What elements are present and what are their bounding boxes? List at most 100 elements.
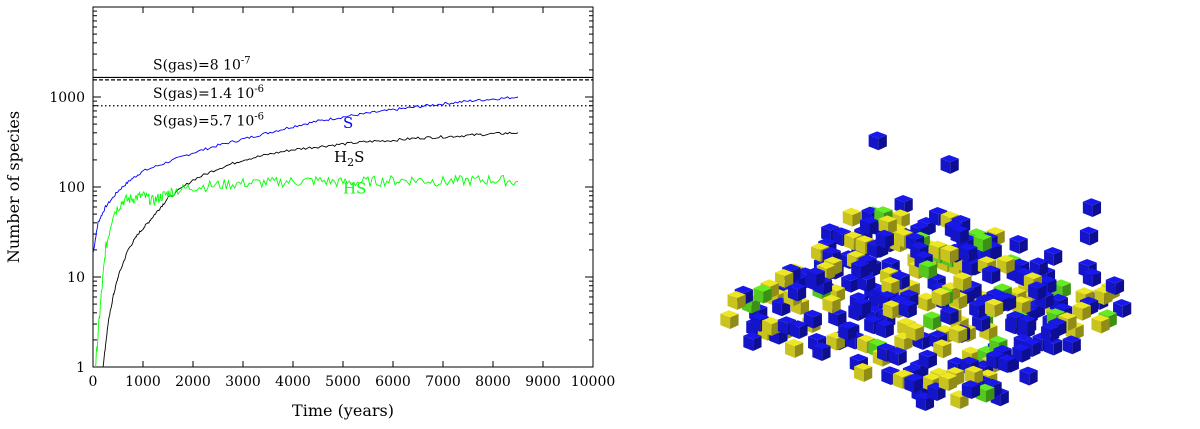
cube-left-face: [1079, 230, 1090, 246]
cube-right-face: [963, 275, 972, 292]
cube-right-face: [951, 285, 961, 302]
cube-top-face: [753, 284, 772, 292]
cube-right-face: [848, 325, 857, 341]
reference-line-label: S(gas)=5.7 10-6: [153, 112, 264, 130]
cube-right-face: [1092, 201, 1102, 218]
reference-line-label-exponent: -6: [254, 84, 264, 95]
surface-cube: [851, 259, 870, 279]
cube-top-face: [976, 294, 995, 302]
cube-top-face: [1048, 317, 1067, 325]
cube-right-face: [983, 236, 992, 252]
surface-cube: [894, 195, 913, 214]
cube-top-face: [1018, 315, 1037, 323]
cube-left-face: [892, 373, 903, 390]
cube-top-face: [1038, 275, 1057, 283]
cube-top-face: [923, 373, 942, 381]
cube-left-face: [811, 246, 821, 262]
cube-left-face: [948, 328, 959, 344]
cube-left-face: [1043, 340, 1054, 356]
cube-right-face: [1007, 357, 1017, 374]
cube-left-face: [897, 321, 907, 337]
cube-right-face: [863, 366, 873, 382]
cube-right-face: [1029, 370, 1038, 386]
cube-right-face: [751, 298, 761, 314]
cube-left-face: [720, 313, 731, 330]
surface-cube: [976, 383, 995, 403]
cube-left-face: [959, 246, 969, 263]
reference-line-label-exponent: -7: [241, 55, 251, 66]
y-axis-ticks: 1 10 100 1000: [49, 10, 593, 376]
cube-top-face: [979, 369, 998, 377]
cube-top-face: [854, 363, 873, 371]
series-line-hs: [95, 174, 519, 368]
cube-top-face: [803, 309, 822, 317]
cube-left-face: [881, 369, 892, 386]
cube-top-face: [993, 345, 1012, 353]
cube-left-face: [950, 228, 961, 244]
cube-right-face: [1068, 315, 1077, 332]
cube-right-face: [730, 313, 739, 330]
cube-left-face: [918, 353, 929, 369]
cube-top-face: [973, 233, 992, 241]
surface-cube: [938, 372, 958, 392]
cube-top-face: [1058, 312, 1077, 320]
surface-cube: [964, 365, 983, 385]
cube-top-face: [982, 265, 1001, 273]
cube-top-face: [1078, 259, 1097, 267]
cube-top-face: [1079, 226, 1099, 234]
cube-top-face: [938, 372, 958, 380]
cube-left-face: [894, 232, 905, 248]
cube-right-face: [1053, 340, 1063, 356]
cube-top-face: [818, 237, 837, 245]
cube-right-face: [800, 299, 810, 316]
cube-right-face: [991, 269, 1001, 285]
cube-top-face: [782, 263, 801, 271]
cube-top-face: [881, 276, 900, 284]
cube-top-face: [822, 247, 841, 255]
surface-cube: [762, 317, 781, 336]
cube-left-face: [821, 226, 831, 243]
cube-top-face: [1098, 309, 1117, 317]
cube-right-face: [781, 301, 791, 317]
reference-line-label-main: S(gas)=5.7 10: [153, 114, 254, 130]
cube-right-face: [942, 343, 952, 359]
cube-right-face: [993, 382, 1002, 398]
cube-top-face: [858, 254, 877, 262]
cube-top-face: [743, 332, 762, 340]
cube-top-face: [900, 289, 919, 297]
cube-top-face: [961, 380, 981, 388]
x-tick-label: 2000: [175, 374, 211, 390]
series-label-tail: S: [354, 148, 364, 166]
cube-left-face: [882, 303, 893, 320]
surface-cube: [868, 131, 887, 151]
cube-top-face: [891, 209, 910, 217]
cube-right-face: [950, 248, 959, 264]
cube-top-face: [948, 324, 968, 332]
cube-top-face: [868, 338, 887, 346]
cube-left-face: [867, 242, 877, 259]
surface-cube: [720, 310, 739, 330]
cube-top-face: [878, 291, 897, 299]
cube-right-face: [948, 375, 958, 392]
cube-top-face: [1010, 258, 1030, 266]
cube-left-face: [1015, 271, 1025, 287]
cube-right-face: [1037, 285, 1047, 301]
cube-top-face: [910, 241, 929, 249]
cube-top-face: [855, 235, 874, 243]
cube-right-face: [1022, 299, 1031, 316]
cube-left-face: [789, 323, 800, 340]
series-line-s: [92, 96, 519, 255]
surface-cube: [940, 244, 959, 264]
surface-cube: [1019, 366, 1038, 386]
cube-left-face: [982, 268, 992, 285]
cube-top-face: [841, 273, 860, 281]
cube-right-face: [901, 274, 910, 290]
surface-cube: [905, 322, 925, 342]
cube-top-face: [983, 378, 1002, 386]
cube-top-face: [918, 260, 938, 268]
cube-right-face: [794, 342, 804, 358]
cube-right-face: [981, 316, 991, 332]
cube-right-face: [996, 230, 1005, 246]
cube-top-face: [1052, 279, 1071, 287]
